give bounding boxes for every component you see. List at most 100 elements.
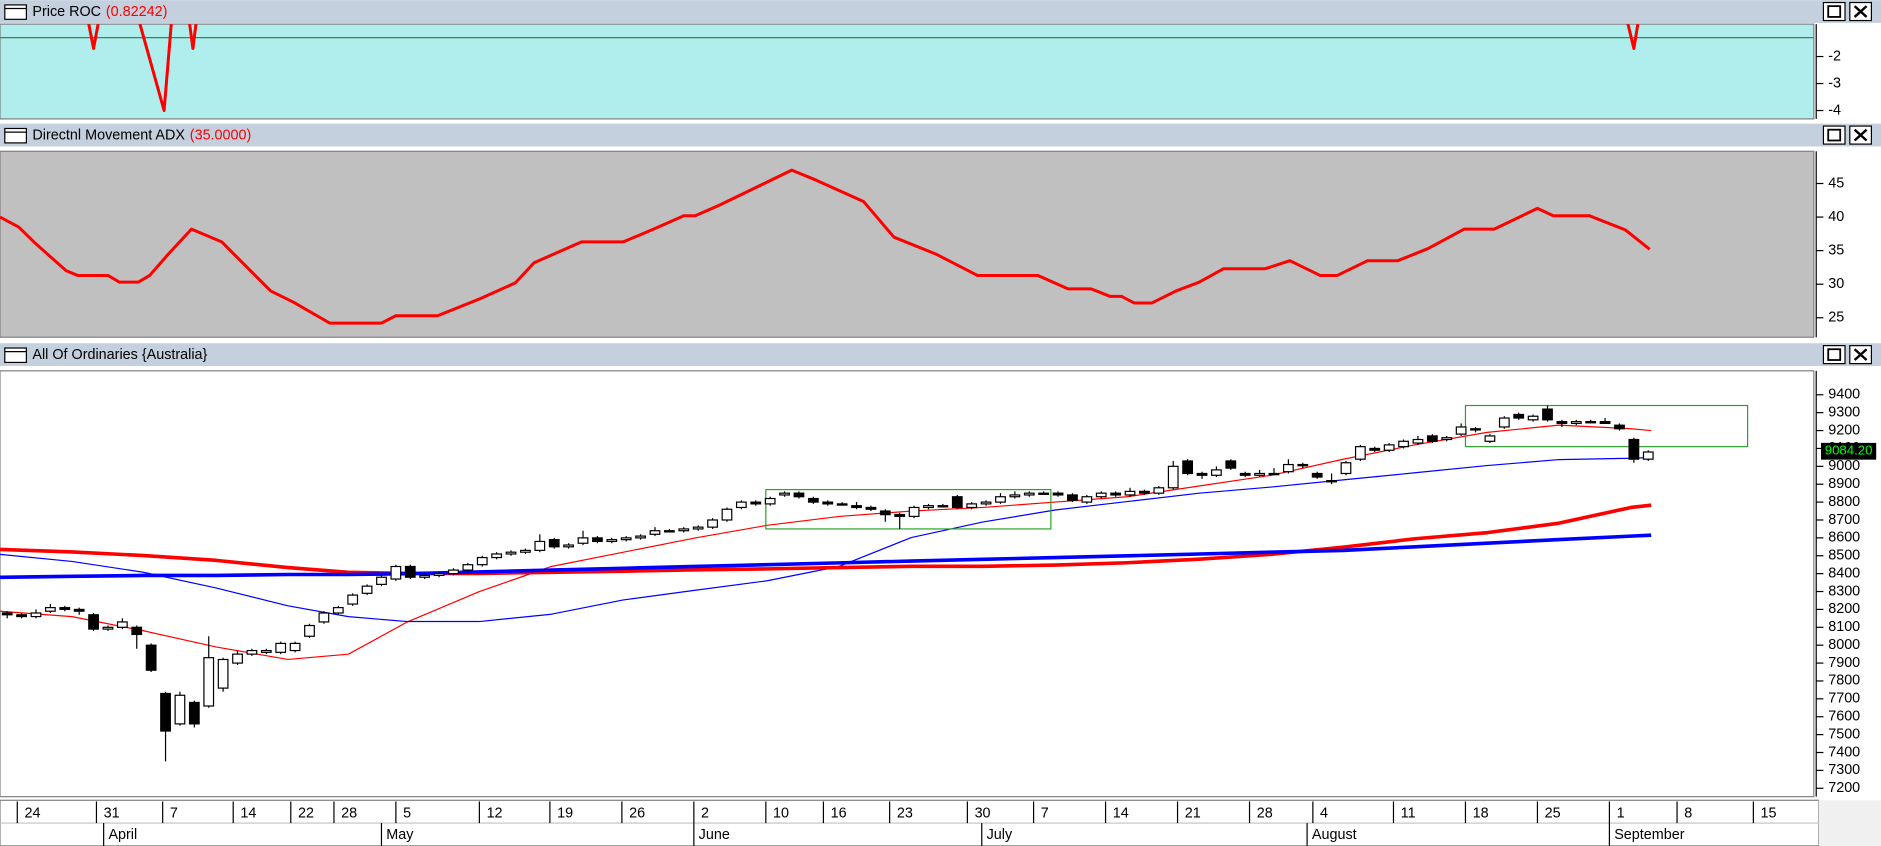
x-tick-label: 24 (24, 805, 40, 821)
panel-icon (4, 347, 27, 364)
candle-body (1556, 421, 1568, 425)
candle-body (404, 565, 416, 578)
y-tick-label: 9200 (1828, 422, 1860, 438)
candle-body (390, 565, 402, 580)
candle-body (16, 614, 27, 618)
candle-body (433, 573, 445, 577)
candle-body (951, 496, 963, 509)
x-tick-label: 19 (557, 805, 573, 821)
candle-body (1153, 487, 1165, 494)
candle-body (822, 501, 834, 505)
x-tick-label: 2 (701, 805, 709, 821)
indicator-line (0, 168, 1651, 325)
plot-area (0, 370, 1815, 798)
month-label: August (1312, 827, 1357, 843)
candle-body (1167, 465, 1179, 489)
candle-body (779, 492, 790, 496)
y-tick-label: -2 (1828, 48, 1841, 64)
candle-body (750, 501, 762, 505)
candle-body (1426, 435, 1438, 442)
candle-body (620, 537, 632, 541)
candle-body (851, 505, 862, 509)
candle-body (1139, 490, 1150, 494)
candle-body (663, 530, 675, 533)
candle-body (923, 505, 934, 509)
y-tick-label: 8500 (1828, 548, 1860, 564)
panel-title: Price ROC (0.82242) (32, 4, 167, 20)
close-icon[interactable] (1853, 128, 1868, 142)
candle-body (203, 657, 215, 707)
x-tick-label: 14 (240, 805, 256, 821)
month-label: April (108, 827, 137, 843)
y-tick-label: 8600 (1828, 530, 1860, 546)
x-tick-label: 28 (1257, 805, 1273, 821)
candle-body (1585, 421, 1597, 424)
candle-body (1542, 408, 1553, 421)
candle-body (1412, 438, 1424, 444)
candle-body (260, 649, 272, 653)
title-bar (0, 343, 1881, 367)
x-tick-label: 15 (1761, 805, 1777, 821)
y-tick-label: 7800 (1828, 673, 1860, 689)
candle-body (1268, 472, 1280, 476)
maximize-button[interactable] (1822, 1, 1846, 22)
candle-body (721, 508, 733, 521)
y-tick-label: -4 (1828, 102, 1841, 118)
x-tick-label: 5 (403, 805, 411, 821)
candle-body (635, 535, 646, 539)
candle-body (577, 537, 589, 544)
maximize-icon[interactable] (1827, 128, 1842, 142)
month-label: May (386, 827, 414, 843)
maximize-button[interactable] (1822, 125, 1846, 145)
candle-body (865, 506, 877, 510)
close-icon[interactable] (1853, 348, 1868, 361)
close-button[interactable] (1849, 345, 1873, 365)
y-tick-label: 25 (1828, 310, 1844, 326)
candle-body (793, 492, 805, 498)
x-tick-label: 1 (1617, 805, 1625, 821)
panel-icon (4, 127, 27, 144)
candle-body (448, 569, 459, 575)
candle-body (88, 614, 99, 630)
candle-body (1239, 472, 1251, 476)
month-label: July (987, 827, 1013, 843)
indicator-line (0, 533, 1652, 580)
indicator-line (0, 503, 1652, 576)
candle-body (995, 496, 1006, 503)
maximize-icon[interactable] (1827, 348, 1842, 361)
month-label: June (699, 827, 730, 843)
x-tick-label: 22 (298, 805, 314, 821)
date-axis-corner (1818, 800, 1881, 846)
candle-body (1211, 469, 1222, 476)
x-tick-label: 18 (1473, 805, 1489, 821)
candle-body (1009, 494, 1021, 498)
maximize-icon[interactable] (1827, 5, 1842, 18)
candle-body (836, 503, 848, 506)
panel-title-value: (35.0000) (190, 127, 252, 143)
candle-body (1110, 492, 1122, 496)
title-bar (0, 123, 1881, 147)
close-button[interactable] (1849, 125, 1873, 145)
candle-body (174, 694, 186, 725)
y-tick-label: 9400 (1828, 387, 1860, 403)
panel-icon (4, 4, 27, 20)
candle-body (1297, 463, 1309, 467)
candle-body (1398, 440, 1409, 448)
y-tick-label: 8000 (1828, 637, 1860, 653)
close-icon[interactable] (1853, 5, 1868, 18)
candle-body (289, 642, 301, 652)
y-tick-label: 7500 (1828, 726, 1860, 742)
y-tick-label: 9000 (1828, 458, 1860, 474)
candle-body (1614, 424, 1625, 430)
y-tick-label: 7600 (1828, 709, 1860, 725)
candle-body (735, 501, 747, 509)
indicator-line (0, 424, 1652, 661)
candle-body (1, 612, 13, 616)
candle-body (563, 544, 575, 548)
maximize-button[interactable] (1822, 345, 1846, 365)
panel-title-value: (0.82242) (106, 4, 168, 20)
y-tick-label: 45 (1828, 175, 1844, 191)
y-tick-label: 35 (1828, 242, 1844, 258)
candle-body (1254, 472, 1265, 476)
close-button[interactable] (1849, 1, 1873, 22)
